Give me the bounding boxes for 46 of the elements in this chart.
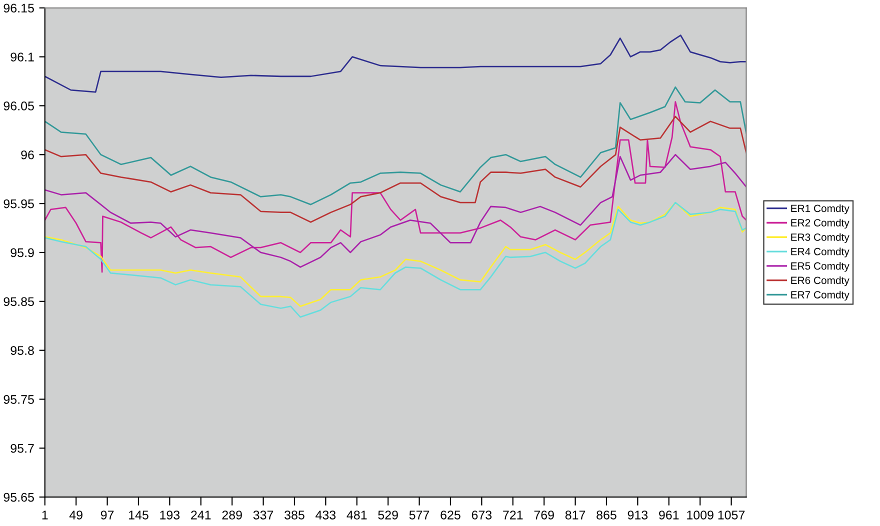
x-tick-label: 1 bbox=[42, 510, 48, 520]
x-tick-label: 577 bbox=[409, 510, 430, 520]
legend-label: ER1 Comdty bbox=[791, 204, 850, 214]
x-tick-label: 193 bbox=[160, 510, 180, 520]
legend-label: ER5 Comdty bbox=[791, 262, 850, 272]
x-tick-label: 385 bbox=[284, 510, 304, 520]
x-tick-label: 241 bbox=[191, 510, 211, 520]
legend-label: ER4 Comdty bbox=[791, 248, 850, 258]
line-series bbox=[44, 116, 746, 223]
y-tick-label: 95.8 bbox=[10, 346, 34, 355]
x-tick-label: 433 bbox=[316, 510, 336, 520]
line-series bbox=[44, 86, 746, 206]
x-tick-label: 145 bbox=[129, 510, 148, 520]
x-tick-label: 961 bbox=[659, 510, 679, 520]
x-tick-label: 817 bbox=[565, 510, 586, 520]
line-series bbox=[44, 101, 746, 273]
x-tick-label: 1009 bbox=[687, 510, 714, 520]
legend-label: ER3 Comdty bbox=[791, 233, 850, 243]
y-tick-label: 96 bbox=[21, 150, 34, 160]
x-tick-label: 337 bbox=[253, 510, 274, 520]
line-series bbox=[44, 34, 746, 93]
y-tick-label: 95.75 bbox=[4, 395, 34, 404]
x-tick-label: 97 bbox=[100, 510, 114, 520]
y-tick-label: 95.7 bbox=[10, 444, 34, 453]
legend-label: ER2 Comdty bbox=[791, 218, 850, 229]
legend-label: ER7 Comdty bbox=[791, 290, 850, 301]
line-series bbox=[44, 154, 746, 268]
x-tick-label: 913 bbox=[628, 510, 648, 520]
y-tick-label: 95.65 bbox=[4, 492, 34, 502]
y-tick-label: 95.9 bbox=[10, 248, 34, 258]
y-tick-label: 95.85 bbox=[4, 297, 34, 306]
y-tick-label: 96.05 bbox=[4, 102, 34, 110]
x-tick-label: 625 bbox=[440, 510, 460, 520]
x-tick-label: 769 bbox=[534, 510, 554, 520]
y-tick-label: 95.95 bbox=[4, 199, 34, 208]
x-tick-label: 1057 bbox=[718, 510, 745, 520]
x-tick-label: 865 bbox=[596, 510, 616, 520]
y-tick-label: 96.15 bbox=[4, 4, 34, 13]
legend-label: ER6 Comdty bbox=[791, 276, 850, 286]
x-tick-label: 481 bbox=[346, 510, 367, 520]
x-tick-label: 673 bbox=[472, 510, 492, 520]
x-tick-label: 529 bbox=[378, 510, 398, 520]
x-tick-label: 721 bbox=[503, 510, 523, 520]
x-tick-label: 289 bbox=[222, 510, 242, 520]
y-tick-label: 96.1 bbox=[10, 52, 34, 62]
x-tick-label: 49 bbox=[69, 510, 82, 520]
